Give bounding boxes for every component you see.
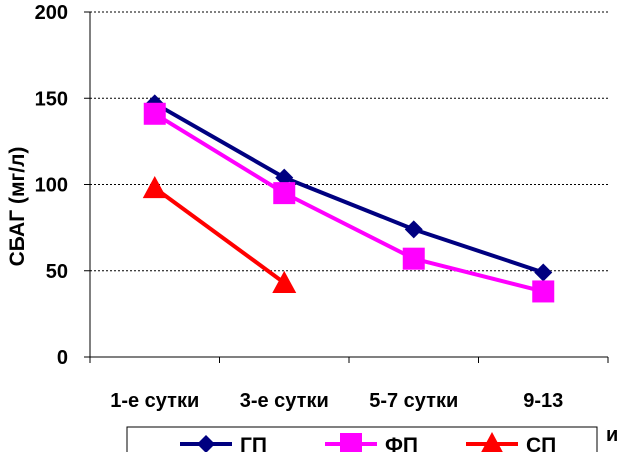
legend-item: ГП bbox=[180, 434, 267, 452]
y-tick-label: 100 bbox=[35, 175, 68, 197]
series-line bbox=[153, 186, 286, 285]
gridlines bbox=[90, 11, 608, 272]
data-point-square bbox=[532, 280, 555, 303]
data-point-diamond bbox=[275, 168, 294, 187]
x-tick-label: 3-е сутки bbox=[240, 390, 329, 412]
series-3 bbox=[142, 175, 297, 294]
x-tick-label: 5-7 сутки bbox=[369, 390, 458, 412]
series-2 bbox=[143, 102, 555, 303]
data-point-square bbox=[273, 182, 296, 205]
legend-item: СП bbox=[466, 432, 556, 452]
data-point-square bbox=[402, 247, 425, 270]
legend-label: СП bbox=[526, 434, 556, 452]
legend-label: ГП bbox=[240, 434, 267, 452]
data-point-triangle bbox=[142, 175, 167, 199]
data-point-diamond bbox=[534, 263, 553, 282]
series-line bbox=[153, 101, 544, 275]
legend-marker-square bbox=[340, 433, 362, 452]
y-tick-labels: 0 50 100 150 200 bbox=[35, 2, 68, 369]
y-tick-label: 150 bbox=[35, 88, 68, 110]
series-line bbox=[153, 112, 544, 294]
series-1 bbox=[145, 94, 553, 282]
legend-item: ФП bbox=[325, 433, 418, 452]
series-lines bbox=[142, 94, 555, 303]
data-point-diamond bbox=[404, 220, 423, 239]
legend-marker-triangle bbox=[481, 432, 503, 452]
y-tick-label: 50 bbox=[46, 261, 68, 283]
legend-label: ФП bbox=[385, 434, 418, 452]
x-tick-label-clipped-suffix: и bbox=[606, 424, 618, 446]
y-tick-label: 200 bbox=[35, 2, 68, 24]
data-point-square bbox=[143, 102, 166, 125]
x-tick-labels: 1-е сутки 3-е сутки 5-7 сутки 9-13 bbox=[110, 390, 563, 412]
axes bbox=[84, 11, 609, 363]
y-axis-title: СБАГ (мг/л) bbox=[6, 147, 29, 267]
y-tick-label: 0 bbox=[57, 347, 68, 369]
x-tick-label: 1-е сутки bbox=[110, 390, 199, 412]
x-tick-label: 9-13 bbox=[523, 390, 563, 412]
data-point-triangle bbox=[272, 270, 297, 294]
legend-marker-diamond bbox=[197, 435, 215, 452]
legend: ГП ФП СП bbox=[126, 426, 598, 452]
